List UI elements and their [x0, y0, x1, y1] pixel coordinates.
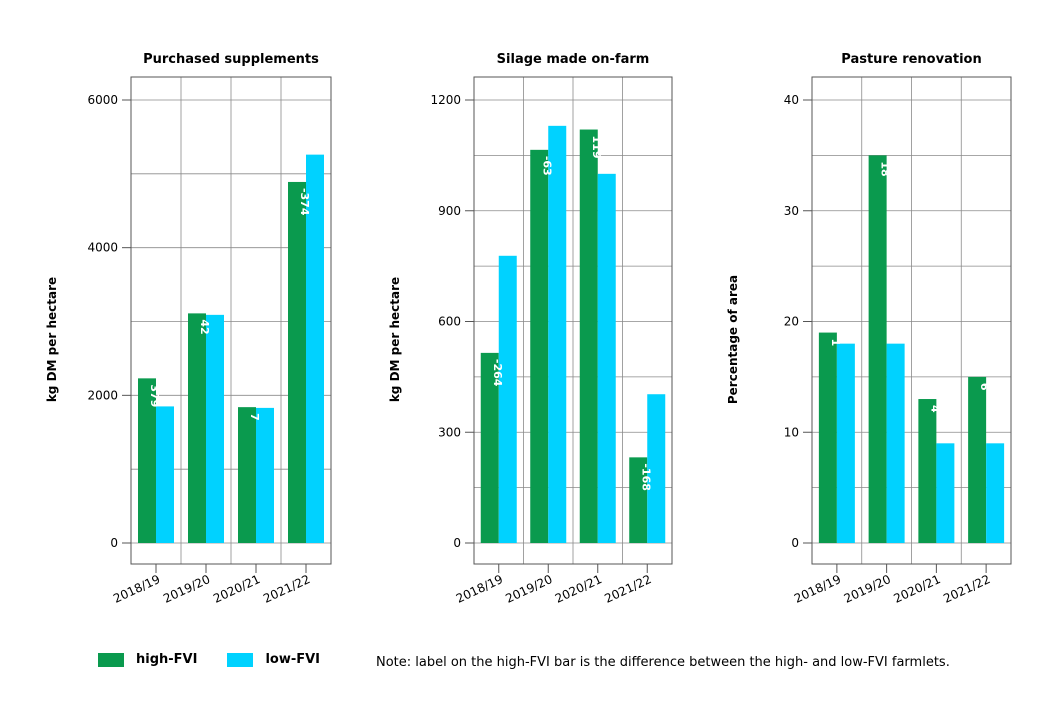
- legend: high-FVI low-FVI: [98, 652, 350, 667]
- y-tick-label: 300: [438, 425, 461, 439]
- y-axis-label: kg DM per hectare: [388, 277, 402, 402]
- bar-low-fvi: [647, 394, 666, 543]
- bar-data-label: 379: [148, 384, 161, 407]
- bar-high-fvi: [138, 378, 156, 543]
- bar-low-fvi: [836, 343, 855, 543]
- y-tick-label: 0: [791, 536, 799, 550]
- legend-swatch-low: [227, 652, 254, 667]
- bar-data-label: 42: [198, 319, 211, 334]
- y-tick-label: 10: [784, 425, 799, 439]
- bar-high-fvi: [188, 313, 206, 543]
- x-tick-label: 2019/20: [503, 572, 554, 606]
- bar-data-label: -168: [639, 463, 652, 491]
- bar-high-fvi: [968, 376, 987, 543]
- y-tick-label: 30: [784, 204, 799, 218]
- x-tick-label: 2020/21: [553, 572, 604, 606]
- y-tick-label: 600: [438, 315, 461, 329]
- legend-swatch-high: [98, 652, 124, 667]
- bar-high-fvi: [238, 407, 256, 543]
- y-tick-label: 900: [438, 204, 461, 218]
- y-tick-label: 20: [784, 315, 799, 329]
- bar-data-label: 4: [928, 405, 941, 413]
- bar-data-label: -264: [491, 359, 504, 387]
- x-tick-label: 2018/19: [111, 572, 162, 606]
- y-tick-label: 0: [110, 536, 118, 550]
- y-axis-label: Percentage of area: [726, 275, 740, 404]
- bar-high-fvi: [818, 332, 837, 543]
- bar-low-fvi: [936, 443, 955, 543]
- bar-data-label: -63: [540, 156, 553, 176]
- bar-low-fvi: [548, 125, 567, 543]
- legend-label-low: low-FVI: [265, 652, 321, 667]
- plot-frame: [473, 76, 673, 565]
- y-tick-label: 4000: [87, 241, 118, 255]
- panel-title: Pasture renovation: [841, 52, 981, 67]
- bar-low-fvi: [206, 314, 224, 543]
- bar-data-label: 1: [829, 339, 842, 347]
- bar-high-fvi: [288, 181, 306, 543]
- y-tick-label: 0: [453, 536, 461, 550]
- plot-frame: [130, 76, 332, 565]
- bar-low-fvi: [597, 173, 616, 544]
- y-axis-label: kg DM per hectare: [45, 277, 59, 402]
- bar-low-fvi: [306, 154, 324, 544]
- bar-data-label: 18: [879, 161, 892, 176]
- bar-low-fvi: [986, 443, 1005, 543]
- x-tick-label: 2018/19: [454, 572, 505, 606]
- legend-item-low: low-FVI: [227, 652, 320, 667]
- y-tick-label: 2000: [87, 388, 118, 402]
- x-tick-label: 2019/20: [161, 572, 212, 606]
- plot-frame: [811, 76, 1012, 565]
- legend-label-high: high-FVI: [136, 652, 198, 667]
- y-tick-label: 40: [784, 93, 799, 107]
- bar-low-fvi: [886, 343, 905, 543]
- bar-low-fvi: [498, 255, 517, 543]
- bar-low-fvi: [156, 406, 174, 543]
- bar-data-label: 6: [978, 383, 991, 391]
- chart-note: Note: label on the high-FVI bar is the d…: [376, 655, 950, 670]
- x-tick-label: 2021/22: [602, 572, 653, 606]
- bar-high-fvi: [629, 457, 648, 543]
- bar-high-fvi: [480, 352, 499, 543]
- bar-low-fvi: [256, 407, 274, 543]
- x-tick-label: 2018/19: [792, 572, 843, 606]
- y-tick-label: 6000: [87, 93, 118, 107]
- y-tick-label: 1200: [430, 93, 461, 107]
- bar-data-label: 7: [248, 413, 261, 421]
- bar-high-fvi: [579, 129, 598, 544]
- x-tick-label: 2020/21: [211, 572, 262, 606]
- legend-item-high: high-FVI: [98, 652, 197, 667]
- x-tick-label: 2019/20: [842, 572, 893, 606]
- x-tick-label: 2021/22: [261, 572, 312, 606]
- x-tick-label: 2020/21: [892, 572, 943, 606]
- bar-high-fvi: [530, 149, 549, 543]
- bar-high-fvi: [868, 155, 887, 543]
- x-tick-label: 2021/22: [941, 572, 992, 606]
- bar-high-fvi: [918, 399, 937, 543]
- panel-title: Silage made on-farm: [497, 52, 650, 67]
- panel-title: Purchased supplements: [143, 52, 319, 67]
- bar-data-label: -374: [298, 188, 311, 216]
- bar-data-label: 119: [590, 136, 603, 159]
